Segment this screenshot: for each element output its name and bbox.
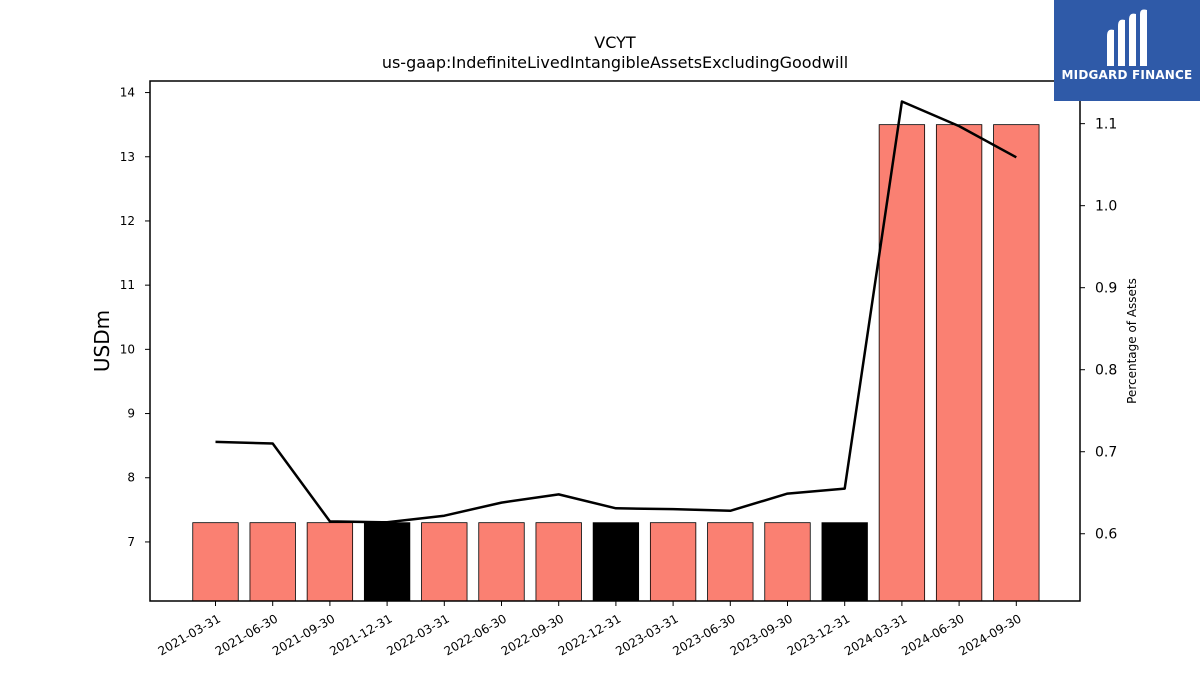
x-tick-label: 2024-09-30 <box>956 611 1023 658</box>
x-tick-label: 2024-03-31 <box>842 611 909 658</box>
bars-layer <box>192 124 1040 602</box>
logo-mark-icon <box>1107 9 1147 67</box>
y2-tick-label: 0.7 <box>1095 445 1117 461</box>
y2-tick-label: 1.1 <box>1095 117 1117 133</box>
y-tick-label: 12 <box>120 214 135 228</box>
x-tick-label: 2023-03-31 <box>613 611 680 658</box>
bar-2022-03-31 <box>421 522 468 602</box>
y2-tick-label: 0.9 <box>1095 281 1117 297</box>
x-tick-label: 2023-09-30 <box>728 611 795 658</box>
bar-2021-06-30 <box>249 522 296 602</box>
y-tick-label: 10 <box>120 342 135 356</box>
bar-2021-09-30 <box>306 522 354 602</box>
y-tick-label: 8 <box>127 471 135 485</box>
x-axis: 2021-03-312021-06-302021-09-302021-12-31… <box>156 601 1024 658</box>
bar-2021-12-31 <box>363 522 411 602</box>
line-layer <box>215 100 1017 524</box>
bar-2023-12-31 <box>821 522 868 602</box>
bar-2024-09-30 <box>993 124 1040 602</box>
percentage-of-assets-line <box>215 100 1017 524</box>
bar-2022-12-31 <box>592 522 640 602</box>
bar-2023-03-31 <box>649 522 697 602</box>
y-tick-label: 14 <box>120 86 135 100</box>
x-tick-label: 2022-12-31 <box>556 611 623 658</box>
bar-2022-09-30 <box>535 522 582 602</box>
chart-subtitle: us-gaap:IndefiniteLivedIntangibleAssetsE… <box>382 53 848 72</box>
bar-2024-03-31 <box>878 124 926 602</box>
y-tick-label: 9 <box>127 407 135 421</box>
bar-2022-06-30 <box>478 522 525 602</box>
y-axis-label: USDm <box>90 310 114 372</box>
x-tick-label: 2022-09-30 <box>499 611 566 658</box>
x-tick-label: 2021-12-31 <box>327 611 394 658</box>
y-tick-label: 7 <box>127 535 135 549</box>
y-tick-label: 13 <box>120 150 135 164</box>
x-tick-label: 2024-06-30 <box>899 611 966 658</box>
x-tick-label: 2022-03-31 <box>384 611 451 658</box>
plot-frame <box>149 80 1081 602</box>
x-tick-label: 2021-03-31 <box>156 611 223 658</box>
y-axis: 7 8 9 10 11 12 13 14 <box>120 86 150 549</box>
y2-axis: 0.6 0.7 0.8 0.9 1.0 1.1 <box>1080 117 1117 543</box>
x-tick-label: 2023-06-30 <box>670 611 737 658</box>
logo-text: MIDGARD FINANCE <box>1061 68 1193 82</box>
x-tick-label: 2021-06-30 <box>213 611 280 658</box>
y-tick-label: 11 <box>120 278 135 292</box>
x-tick-label: 2022-06-30 <box>442 611 509 658</box>
y2-tick-label: 0.6 <box>1095 527 1117 543</box>
bar-2021-03-31 <box>192 522 239 602</box>
y2-tick-label: 1.0 <box>1095 199 1117 215</box>
y2-axis-label: Percentage of Assets <box>1125 278 1139 404</box>
bar-2023-06-30 <box>707 522 754 602</box>
chart-title: VCYT <box>594 33 636 52</box>
midgard-finance-logo: MIDGARD FINANCE <box>1054 0 1200 101</box>
x-tick-label: 2023-12-31 <box>785 611 852 658</box>
bar-2023-09-30 <box>764 522 811 602</box>
y2-tick-label: 0.8 <box>1095 363 1117 379</box>
x-tick-label: 2021-09-30 <box>270 611 337 658</box>
bar-2024-06-30 <box>935 124 983 602</box>
